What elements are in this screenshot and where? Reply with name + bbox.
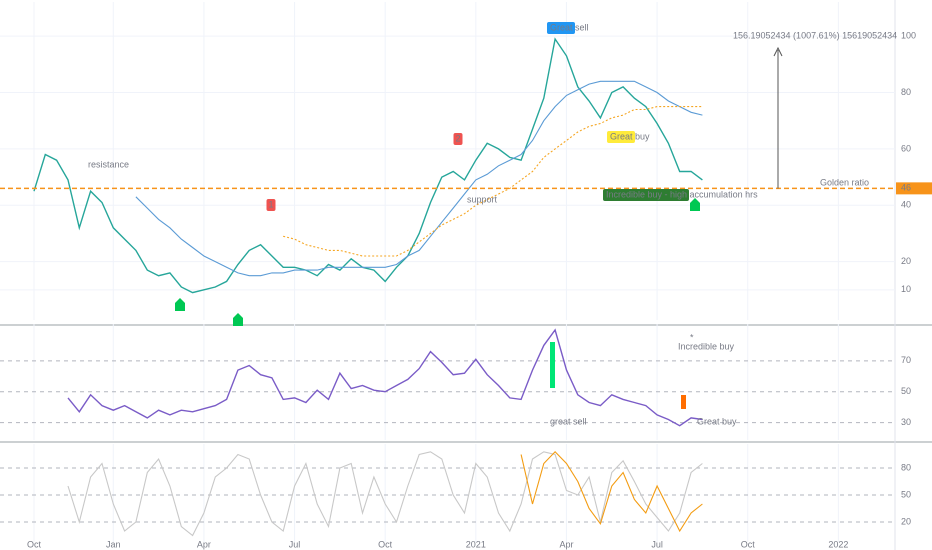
arrow-head — [773, 46, 783, 57]
y-tick-label: 60 — [901, 143, 911, 153]
y-tick-label: 70 — [901, 355, 911, 365]
y-tick-label: 80 — [901, 87, 911, 97]
y-tick-label: 30 — [901, 417, 911, 427]
x-tick-label: Jul — [651, 539, 663, 549]
series-line — [67, 451, 703, 537]
y-tick-label: 20 — [901, 256, 911, 266]
y-tick-label: 80 — [901, 462, 911, 472]
annotation: resistance — [88, 159, 129, 169]
y-tick-label: 40 — [901, 200, 911, 210]
x-tick-label: Jul — [289, 539, 301, 549]
x-tick-label: Apr — [559, 539, 573, 549]
annotation: Great buy — [697, 416, 737, 426]
x-tick-label: Oct — [741, 539, 756, 549]
annotation: Incredible buy - high accumulation hrs — [606, 189, 758, 199]
series-line — [135, 80, 703, 277]
annotation-box — [453, 133, 463, 145]
y-tick-label: 50 — [901, 489, 911, 499]
annotation-box — [547, 22, 575, 34]
x-tick-label: 2021 — [466, 539, 486, 549]
price-tag — [896, 182, 932, 195]
annotation: support — [467, 194, 498, 204]
y-tick-label: 100 — [901, 31, 916, 41]
annotation: great sell — [550, 416, 587, 426]
y-tick-label: 20 — [901, 516, 911, 526]
annotation: Great sell — [550, 22, 589, 32]
annotation: Incredible buy — [678, 341, 735, 351]
asterisk: * — [690, 332, 694, 342]
y-tick-label: 50 — [901, 386, 911, 396]
x-tick-label: Oct — [378, 539, 393, 549]
buy-flag — [233, 313, 243, 326]
series-line — [520, 451, 703, 533]
annotation: 2 — [455, 133, 460, 143]
annotation-box — [266, 199, 276, 211]
annotation: Golden ratio — [820, 177, 869, 187]
series-line — [33, 37, 703, 294]
buy-flag — [175, 298, 185, 311]
x-tick-label: 2022 — [828, 539, 848, 549]
series-line — [283, 106, 703, 257]
buy-flag — [690, 198, 700, 211]
x-tick-label: Jan — [106, 539, 121, 549]
series-line — [67, 328, 703, 427]
annotation: 1 — [268, 199, 273, 209]
price-tag-label: 46 — [901, 183, 911, 193]
y-tick-label: 10 — [901, 284, 911, 294]
annotation-box — [607, 131, 635, 143]
annotation: 156.19052434 (1007.61%) 15619052434 — [733, 30, 897, 40]
x-tick-label: Apr — [197, 539, 211, 549]
annotation: Great buy — [610, 131, 650, 141]
x-tick-label: Oct — [27, 539, 42, 549]
annotation-box — [603, 189, 689, 201]
signal-bar — [550, 342, 555, 388]
signal-bar — [681, 395, 686, 409]
